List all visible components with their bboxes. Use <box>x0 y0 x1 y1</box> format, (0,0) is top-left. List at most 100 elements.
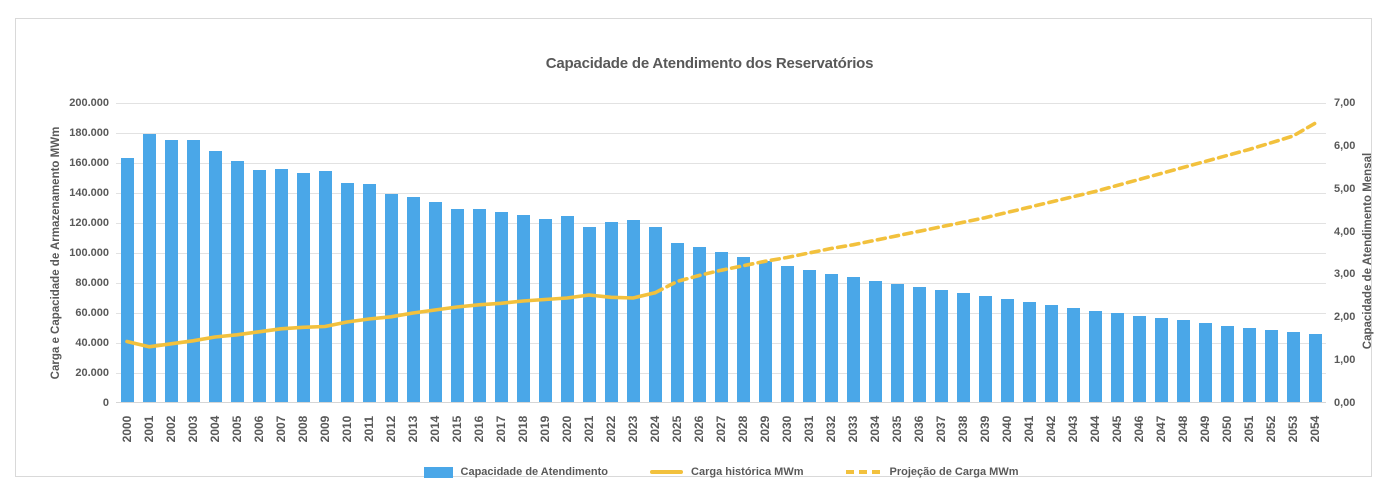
x-axis-label-2032: 2032 <box>824 415 838 443</box>
x-axis-label-2045: 2045 <box>1110 415 1124 443</box>
line-series <box>125 121 1317 349</box>
bar-2006 <box>252 169 266 402</box>
x-axis-label-2029: 2029 <box>758 415 772 443</box>
bar-2032 <box>824 273 838 402</box>
x-axis-label-2015: 2015 <box>450 415 464 443</box>
x-axis-label-2005: 2005 <box>230 415 244 443</box>
plot-area <box>116 103 1326 403</box>
x-axis-label-2044: 2044 <box>1088 415 1102 443</box>
x-axis-label-2025: 2025 <box>670 415 684 443</box>
x-axis-label-2048: 2048 <box>1176 415 1190 443</box>
bar-2049 <box>1198 323 1212 402</box>
x-axis-label-2033: 2033 <box>846 415 860 443</box>
right-tick: 6,00 <box>1334 139 1356 152</box>
x-axis-label-2002: 2002 <box>164 415 178 443</box>
x-axis-label-2046: 2046 <box>1132 415 1146 443</box>
bar-2041 <box>1022 302 1036 402</box>
legend-bar-swatch <box>423 466 453 478</box>
bar-2035 <box>890 284 904 402</box>
left-tick: 120.000 <box>69 217 109 229</box>
x-axis-label-2012: 2012 <box>384 415 398 443</box>
x-axis-label-2031: 2031 <box>802 415 816 443</box>
x-axis-label-2038: 2038 <box>956 415 970 443</box>
bar-2039 <box>978 295 992 402</box>
x-axis-label-2001: 2001 <box>142 415 156 443</box>
x-axis-label-2007: 2007 <box>274 415 288 443</box>
x-axis-label-2034: 2034 <box>868 415 882 443</box>
x-axis-label-2020: 2020 <box>560 415 574 443</box>
bar-2021 <box>582 226 596 402</box>
legend: Capacidade de Atendimento Carga histórica… <box>116 463 1326 481</box>
bar-2047 <box>1154 318 1168 402</box>
x-axis-label-2037: 2037 <box>934 415 948 443</box>
x-axis-label-2040: 2040 <box>1000 415 1014 443</box>
left-tick: 100.000 <box>69 247 109 259</box>
x-axis-label-2030: 2030 <box>780 415 794 443</box>
legend-solid-line-swatch <box>650 470 684 474</box>
x-axis-label-2009: 2009 <box>318 415 332 443</box>
left-tick: 40.000 <box>75 337 109 349</box>
x-axis-label-2021: 2021 <box>582 415 596 443</box>
bar-2037 <box>934 290 948 402</box>
left-tick: 140.000 <box>69 187 109 199</box>
x-axis-label-2008: 2008 <box>296 415 310 443</box>
bar-2012 <box>384 193 398 402</box>
x-axis-label-2014: 2014 <box>428 415 442 443</box>
bar-2003 <box>186 139 200 402</box>
bar-2050 <box>1220 325 1234 402</box>
bar-2053 <box>1286 332 1300 402</box>
x-axis-label-2018: 2018 <box>516 415 530 443</box>
legend-label: Carga histórica MWm <box>691 466 804 478</box>
bar-2022 <box>604 222 618 402</box>
left-tick: 200.000 <box>69 97 109 109</box>
bar-2018 <box>516 214 530 402</box>
bar-2011 <box>362 183 376 402</box>
legend-item: Projeção de Carga MWm <box>845 466 1019 478</box>
right-tick: 0,00 <box>1334 397 1356 409</box>
bar-2001 <box>142 133 156 402</box>
bar-2013 <box>406 197 420 402</box>
left-tick: 60.000 <box>75 307 109 319</box>
bar-2027 <box>714 252 728 402</box>
bar-2043 <box>1066 307 1080 402</box>
legend-dashed-line-swatch <box>845 470 882 474</box>
left-tick: 0 <box>102 397 109 409</box>
right-tick: 7,00 <box>1334 97 1356 109</box>
x-axis-label-2013: 2013 <box>406 415 420 443</box>
bar-2030 <box>780 265 794 402</box>
bar-2024 <box>648 226 662 402</box>
left-tick: 20.000 <box>75 367 109 379</box>
bar-2054 <box>1308 333 1322 402</box>
bar-2008 <box>296 173 310 402</box>
left-tick: 180.000 <box>69 127 109 139</box>
legend-item: Capacidade de Atendimento <box>423 466 609 478</box>
bar-2031 <box>802 270 816 402</box>
x-axis-label-2053: 2053 <box>1286 415 1300 443</box>
legend-label: Projeção de Carga MWm <box>889 466 1019 478</box>
x-axis-label-2050: 2050 <box>1220 415 1234 443</box>
x-axis-label-2052: 2052 <box>1264 415 1278 443</box>
x-axis-label-2027: 2027 <box>714 415 728 443</box>
left-tick: 160.000 <box>69 157 109 169</box>
bar-2033 <box>846 276 860 402</box>
bar-2048 <box>1176 320 1190 402</box>
chart-frame: Capacidade de Atendimento dos Reservatór… <box>15 18 1374 478</box>
chart-title: Capacidade de Atendimento dos Reservatór… <box>545 55 874 72</box>
x-axis-label-2036: 2036 <box>912 415 926 443</box>
bar-2023 <box>626 219 640 402</box>
bar-2046 <box>1132 315 1146 402</box>
legend-label: Capacidade de Atendimento <box>460 466 609 478</box>
x-axis-label-2024: 2024 <box>648 415 662 443</box>
x-axis-label-2054: 2054 <box>1308 415 1322 443</box>
x-axis-label-2022: 2022 <box>604 415 618 443</box>
x-axis-label-2035: 2035 <box>890 415 904 443</box>
x-axis-label-2010: 2010 <box>340 415 354 443</box>
bar-2014 <box>428 201 442 402</box>
bar-2020 <box>560 216 574 402</box>
x-axis-label-2047: 2047 <box>1154 415 1168 443</box>
bar-2042 <box>1044 304 1058 402</box>
bar-2040 <box>1000 299 1014 402</box>
x-axis-label-2049: 2049 <box>1198 415 1212 443</box>
x-axis-label-2000: 2000 <box>120 415 134 443</box>
